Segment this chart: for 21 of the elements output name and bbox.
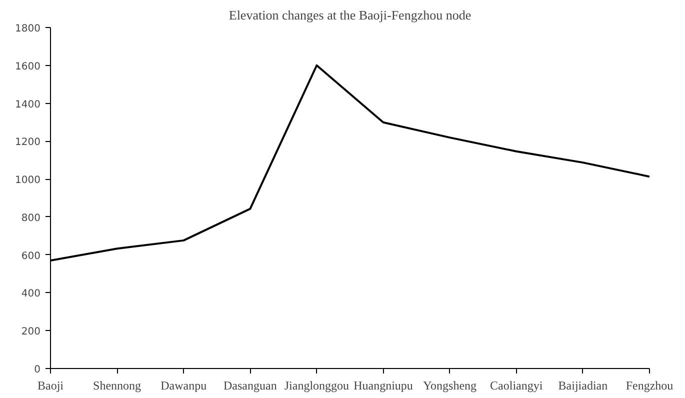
y-tick-label: 1800 [15,24,41,34]
y-tick-label: 1600 [15,61,41,72]
chart-title: Elevation changes at the Baoji-Fengzhou node [228,8,472,22]
x-tick-label: Baijiadian [558,378,608,392]
y-tick-label: 1200 [15,137,41,148]
x-tick-label: Shennong [93,378,142,392]
y-tick-label: 0 [34,364,41,376]
x-tick-label: Fengzhou [626,378,674,392]
x-tick-label: Dawanpu [160,378,207,392]
y-tick-label: 400 [21,288,41,300]
x-tick-label: Baoji [38,378,64,392]
x-tick-label: Jianglonggou [284,378,350,392]
x-tick-label: Dasanguan [224,378,277,392]
y-tick-label: 600 [21,250,41,262]
y-tick-label: 1400 [15,99,41,110]
x-tick-label: Huangniupu [354,378,413,392]
x-tick-label: Yongsheng [423,378,477,392]
y-tick-label: 1000 [15,175,41,186]
y-tick-label: 800 [21,212,41,224]
x-tick-label: Caoliangyi [490,378,544,392]
y-tick-label: 200 [21,326,41,338]
